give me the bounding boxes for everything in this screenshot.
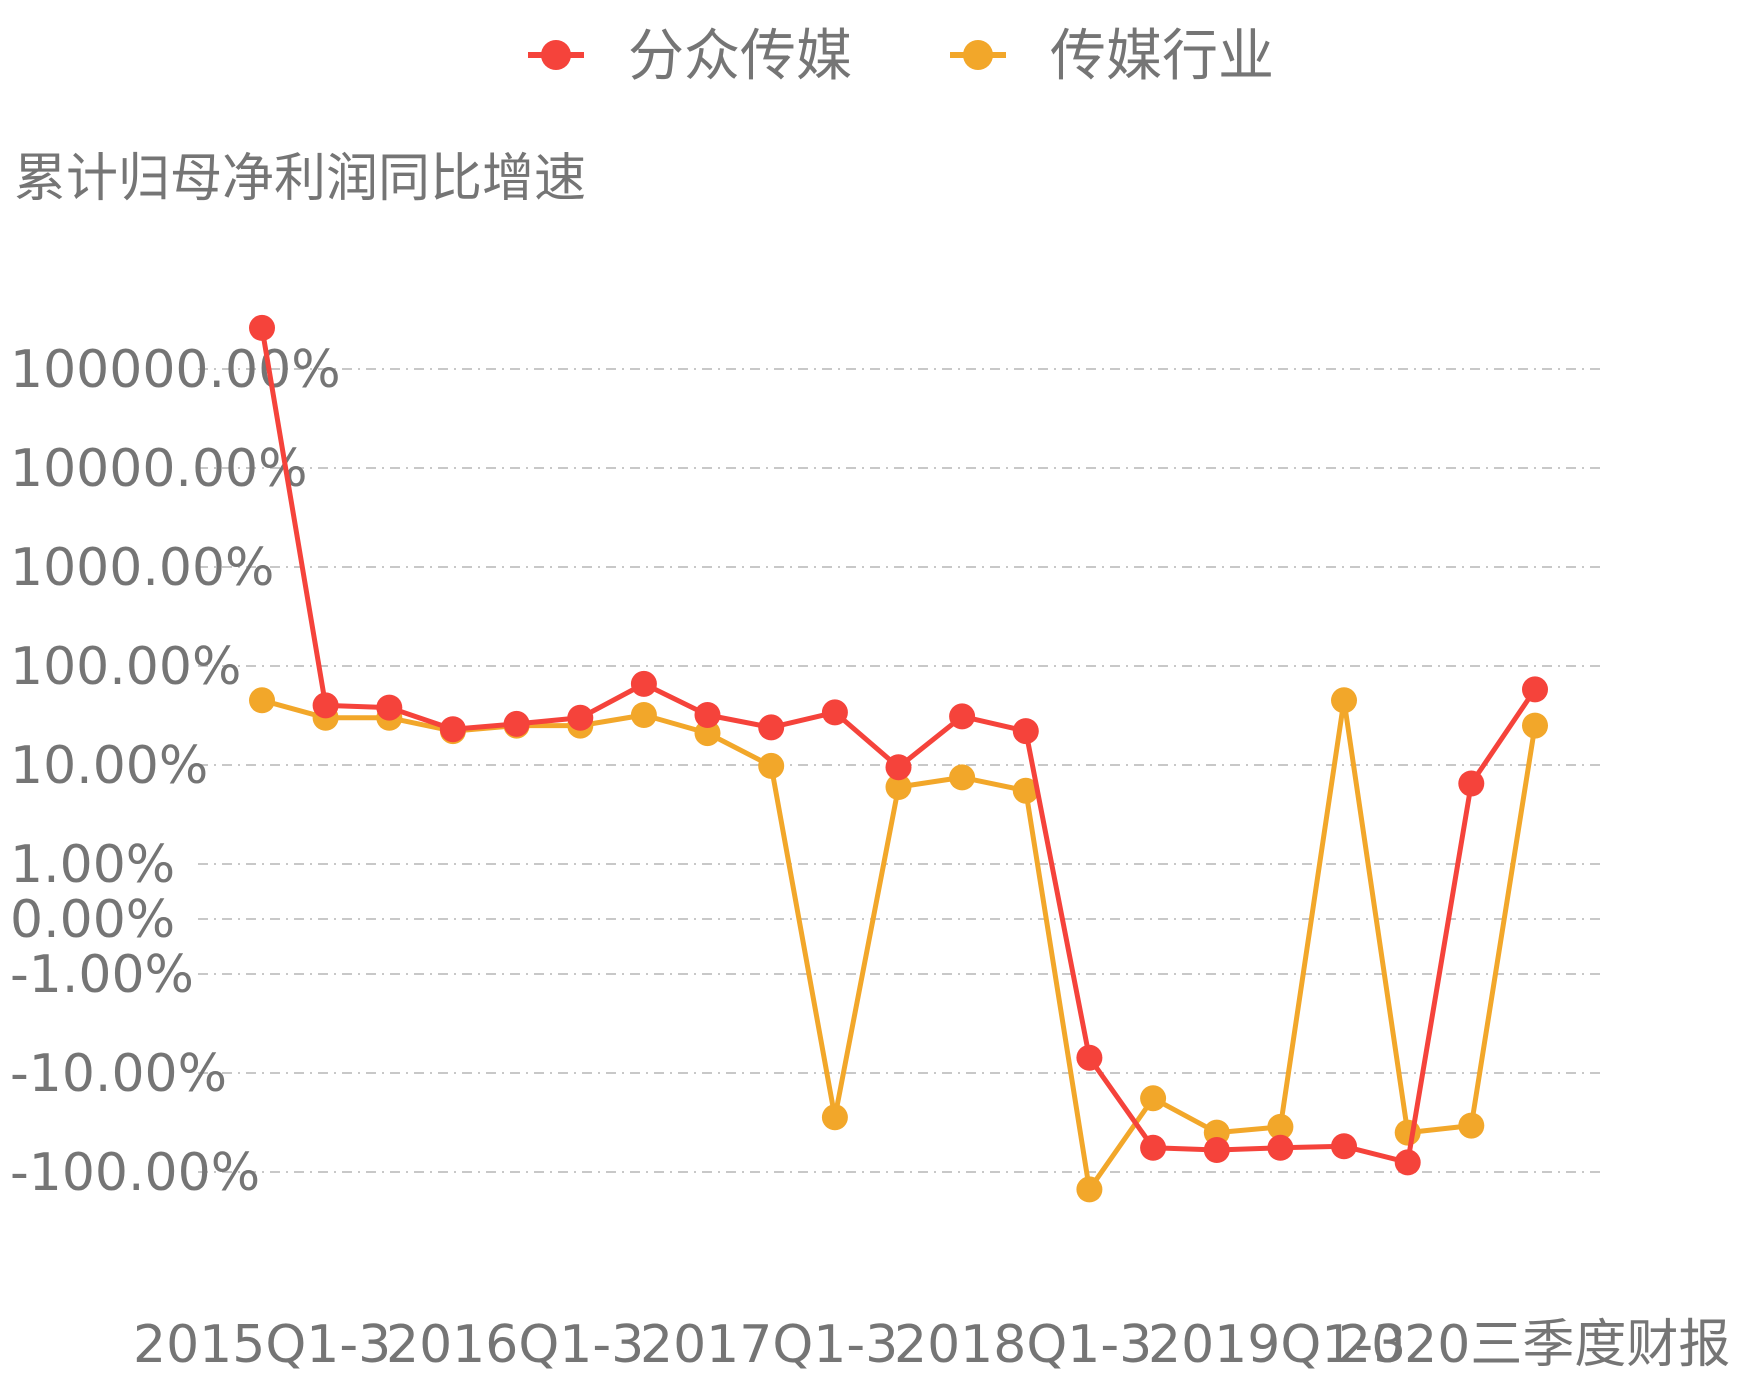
legend-label: 分众传媒 xyxy=(628,24,852,89)
data-point xyxy=(312,692,339,719)
series-line xyxy=(259,327,1538,1165)
data-point xyxy=(630,702,657,728)
data-point xyxy=(249,314,275,341)
data-point xyxy=(1331,687,1357,714)
y-tick-label: -1.00% xyxy=(10,945,194,1005)
data-point xyxy=(1267,1113,1294,1140)
data-point xyxy=(503,710,530,737)
data-point xyxy=(1012,777,1039,804)
y-tick-label: 10000.00% xyxy=(10,439,308,499)
legend-marker-dot xyxy=(541,40,571,70)
data-point xyxy=(567,704,594,731)
data-point xyxy=(1394,1119,1421,1146)
y-tick-label: -10.00% xyxy=(10,1044,227,1104)
data-point xyxy=(1267,1134,1294,1161)
y-tick-label: 1000.00% xyxy=(10,538,274,598)
grid-lines xyxy=(198,368,1600,1173)
data-point xyxy=(821,1104,848,1131)
legend-item[interactable]: 分众传媒 xyxy=(528,24,852,89)
x-tick-label: 2019Q1-3 xyxy=(1148,1315,1406,1375)
series-s0 xyxy=(249,314,1548,1176)
data-point xyxy=(1522,676,1548,703)
x-tick-label: 2020三季度财报 xyxy=(1338,1315,1730,1375)
data-point xyxy=(1076,1044,1103,1071)
y-axis-label: 累计归母净利润同比增速 xyxy=(14,149,586,209)
data-point xyxy=(1140,1085,1167,1112)
data-point xyxy=(1458,1112,1485,1139)
x-tick-label: 2018Q1-3 xyxy=(894,1315,1152,1375)
data-point xyxy=(1394,1149,1421,1176)
data-point xyxy=(694,702,721,728)
y-tick-label: 100.00% xyxy=(10,637,241,697)
legend: 分众传媒 传媒行业 xyxy=(528,24,1274,89)
y-axis-ticks: 100000.00% 10000.00% 1000.00% 100.00% 10.00%… xyxy=(10,340,341,1203)
x-tick-label: 2015Q1-3 xyxy=(133,1315,391,1375)
data-point xyxy=(949,703,976,730)
data-point xyxy=(1203,1137,1230,1163)
data-point xyxy=(1331,1133,1357,1160)
data-point xyxy=(758,714,785,741)
data-point xyxy=(249,687,275,714)
data-point xyxy=(1076,1176,1103,1203)
legend-label: 传媒行业 xyxy=(1050,24,1274,89)
y-tick-label: 0.00% xyxy=(10,890,175,950)
x-tick-label: 2017Q1-3 xyxy=(640,1315,898,1375)
data-point xyxy=(1012,718,1039,745)
data-point xyxy=(1140,1134,1167,1161)
y-tick-label: 10.00% xyxy=(10,736,208,796)
data-point xyxy=(694,720,721,747)
data-point xyxy=(1522,712,1548,739)
y-tick-label: -100.00% xyxy=(10,1143,260,1203)
data-point xyxy=(949,764,976,791)
x-axis-ticks: 2015Q1-32016Q1-32017Q1-32018Q1-32019Q1-3… xyxy=(133,1315,1730,1375)
data-point xyxy=(885,754,912,781)
data-point xyxy=(630,670,657,697)
data-point xyxy=(439,716,466,743)
data-point xyxy=(376,694,403,721)
series-layer xyxy=(249,314,1548,1203)
data-point xyxy=(1458,770,1485,797)
data-point xyxy=(885,774,912,800)
legend-marker-dot xyxy=(963,40,993,70)
legend-item[interactable]: 传媒行业 xyxy=(950,24,1274,89)
y-tick-label: 1.00% xyxy=(10,835,175,895)
x-tick-label: 2016Q1-3 xyxy=(386,1315,644,1375)
data-point xyxy=(821,699,848,726)
y-tick-label: 100000.00% xyxy=(10,340,341,400)
data-point xyxy=(758,752,785,779)
